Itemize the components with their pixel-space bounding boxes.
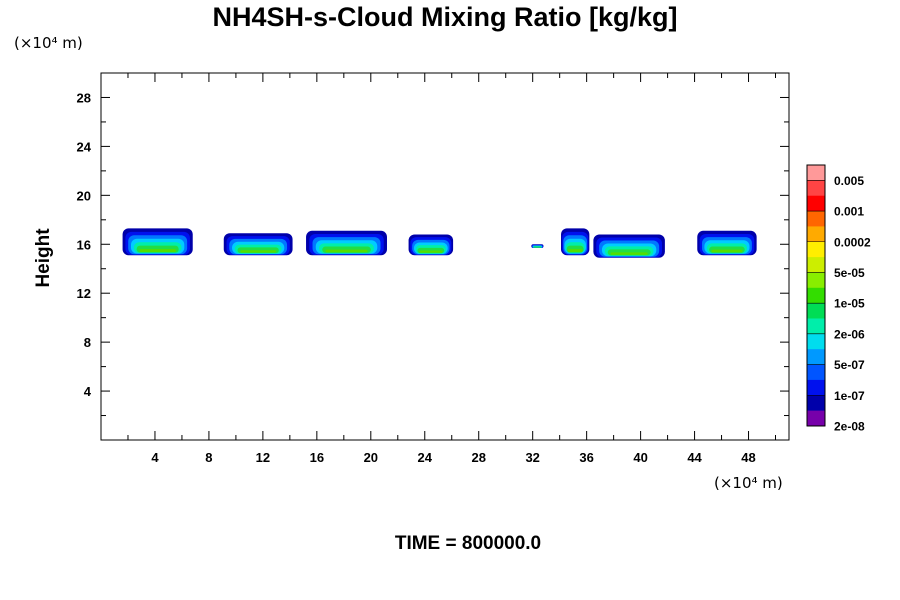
colorbar-swatch-5 (807, 226, 825, 243)
colorbar-label-0.005: 0.005 (834, 174, 864, 188)
cloud-blob-7 (593, 234, 665, 258)
x-tick-label-12: 12 (256, 450, 270, 465)
plot-frame (100, 72, 790, 441)
x-tick-label-20: 20 (364, 450, 378, 465)
colorbar-swatch-12 (807, 333, 825, 350)
y-axis-unit: (×10⁴ m) (14, 34, 83, 52)
y-tick-label-8: 8 (84, 335, 91, 350)
cloud-blob-4-layer-7 (419, 250, 443, 253)
colorbar-swatch-10 (807, 303, 825, 319)
x-tick-label-24: 24 (418, 450, 433, 465)
x-tick-label-48: 48 (741, 450, 755, 465)
y-tick-label-16: 16 (77, 237, 91, 252)
colorbar-swatch-6 (807, 241, 825, 258)
cloud-blob-5 (531, 244, 544, 248)
x-axis-unit: (×10⁴ m) (714, 474, 783, 492)
colorbar-swatch-14 (807, 364, 825, 381)
x-tick-label-16: 16 (310, 450, 324, 465)
colorbar-swatch-1 (807, 165, 825, 181)
cloud-blob-7-layer-7 (610, 252, 648, 255)
colorbar-swatch-3 (807, 195, 825, 212)
colorbar-label-1e-07: 1e-07 (834, 389, 865, 403)
plot-area (122, 228, 757, 258)
colorbar-label-2e-08: 2e-08 (834, 419, 865, 433)
colorbar-label-0.0002: 0.0002 (834, 235, 871, 249)
cloud-blob-5-layer-6 (533, 246, 542, 248)
cloud-blob-8 (697, 230, 757, 256)
x-tick-label-8: 8 (205, 450, 212, 465)
cloud-blob-3 (306, 230, 387, 256)
colorbar-swatch-17 (807, 410, 825, 427)
colorbar-swatch-11 (807, 318, 825, 335)
y-tick-label-4: 4 (84, 384, 92, 399)
colorbar-label-1e-05: 1e-05 (834, 297, 865, 311)
chart-title: NH4SH-s-Cloud Mixing Ratio [kg/kg] (213, 2, 678, 32)
y-tick-label-12: 12 (77, 286, 91, 301)
colorbar-label-5e-05: 5e-05 (834, 266, 865, 280)
colorbar-label-0.001: 0.001 (834, 205, 864, 219)
colorbar-swatch-7 (807, 257, 825, 273)
colorbar-swatch-4 (807, 211, 825, 227)
cloud-blob-8-layer-7 (711, 249, 743, 253)
x-tick-label-4: 4 (151, 450, 159, 465)
colorbar-swatch-8 (807, 272, 825, 289)
colorbar-label-2e-06: 2e-06 (834, 327, 865, 341)
cloud-blob-3-layer-7 (325, 249, 368, 253)
cloud-blob-6 (561, 228, 590, 256)
colorbar-swatch-2 (807, 180, 825, 197)
x-tick-label-28: 28 (471, 450, 485, 465)
cloud-blob-2 (223, 233, 293, 256)
cloud-blob-1 (122, 228, 193, 256)
x-tick-label-32: 32 (525, 450, 539, 465)
y-tick-label-24: 24 (77, 139, 92, 154)
colorbar-swatch-9 (807, 287, 825, 304)
cloud-blob-1-layer-7 (139, 249, 176, 253)
colorbar-label-5e-07: 5e-07 (834, 358, 865, 372)
x-tick-label-40: 40 (633, 450, 647, 465)
y-axis-label: Height (33, 228, 54, 288)
time-label: TIME = 800000.0 (395, 533, 541, 554)
colorbar-swatch-15 (807, 379, 825, 396)
y-tick-label-20: 20 (77, 188, 91, 203)
x-tick-label-36: 36 (579, 450, 593, 465)
colorbar: 0.005 0.001 0.0002 5e-05 1e-05 2e-06 5e-07 1e-0… (806, 164, 871, 433)
cloud-blob-2-layer-7 (240, 250, 277, 253)
cloud-blob-4 (408, 234, 454, 256)
y-tick-label-28: 28 (77, 90, 91, 105)
colorbar-swatch-13 (807, 349, 825, 365)
colorbar-swatch-16 (807, 395, 825, 411)
x-tick-label-44: 44 (687, 450, 702, 465)
cloud-blob-6-layer-7 (567, 249, 583, 253)
